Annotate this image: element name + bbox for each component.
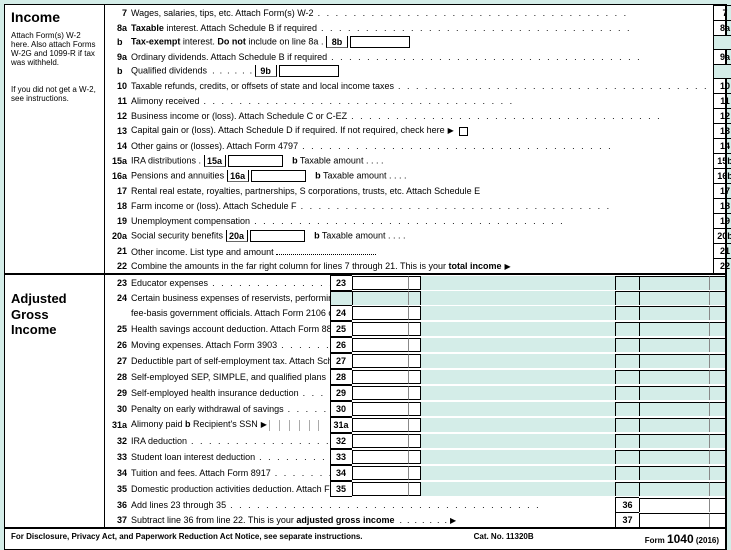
line-32-amount[interactable] xyxy=(352,434,408,448)
line-7-desc: Wages, salaries, tips, etc. Attach Form(… xyxy=(131,8,713,18)
line-31a: 31a Alimony paid b Recipient's SSN 31a xyxy=(105,417,725,433)
line-18: 18 Farm income or (loss). Attach Schedul… xyxy=(105,198,731,213)
line-30: 30 Penalty on early withdrawal of saving… xyxy=(105,401,725,417)
income-left-column: Income Attach Form(s) W-2 here. Also att… xyxy=(5,5,105,273)
agi-lines: 23 Educator expenses 23 24 Certain busin… xyxy=(105,275,725,527)
line-13-checkbox[interactable] xyxy=(459,127,468,136)
sidenote-w2: Attach Form(s) W-2 here. Also attach For… xyxy=(11,31,98,67)
line-15a-amount[interactable] xyxy=(228,155,283,167)
arrow-icon xyxy=(445,125,454,135)
form-1040-excerpt: Income Attach Form(s) W-2 here. Also att… xyxy=(4,4,727,550)
line-22: 22 Combine the amounts in the far right … xyxy=(105,258,731,273)
line-25-amount[interactable] xyxy=(352,322,408,336)
line-8b-amount[interactable] xyxy=(350,36,410,48)
line-33: 33 Student loan interest deduction 33 xyxy=(105,449,725,465)
line-13: 13 Capital gain or (loss). Attach Schedu… xyxy=(105,123,731,138)
line-27-amount[interactable] xyxy=(352,354,408,368)
disclosure-text: For Disclosure, Privacy Act, and Paperwo… xyxy=(11,532,363,546)
line-24-amount[interactable] xyxy=(352,306,408,320)
line-28-amount[interactable] xyxy=(352,370,408,384)
line-20a: 20a Social security benefits 20a b Taxab… xyxy=(105,228,731,243)
line-27: 27 Deductible part of self-employment ta… xyxy=(105,353,725,369)
line-37-amount[interactable] xyxy=(639,513,709,527)
form-number: Form 1040 (2016) xyxy=(645,532,719,546)
line-17: 17 Rental real estate, royalties, partne… xyxy=(105,183,731,198)
line-30-amount[interactable] xyxy=(352,402,408,416)
agi-left-column: Adjusted Gross Income xyxy=(5,275,105,527)
line-21: 21 Other income. List type and amount 21 xyxy=(105,243,731,258)
line-8a: 8a Taxable interest. Attach Schedule B i… xyxy=(105,20,731,35)
line-21-type-input[interactable] xyxy=(276,245,376,255)
line-8a-desc: Taxable interest. Attach Schedule B if r… xyxy=(131,23,713,33)
line-33-amount[interactable] xyxy=(352,450,408,464)
agi-section: Adjusted Gross Income 23 Educator expens… xyxy=(5,275,725,529)
line-9b-amount[interactable] xyxy=(279,65,339,77)
line-37: 37 Subtract line 36 from line 22. This i… xyxy=(105,512,725,527)
line-15a: 15a IRA distributions . 15a b Taxable am… xyxy=(105,153,731,168)
income-lines: 7 Wages, salaries, tips, etc. Attach For… xyxy=(105,5,731,273)
line-34: 34 Tuition and fees. Attach Form 8917 34 xyxy=(105,465,725,481)
line-29: 29 Self-employed health insurance deduct… xyxy=(105,385,725,401)
line-10: 10 Taxable refunds, credits, or offsets … xyxy=(105,78,731,93)
line-11: 11 Alimony received 11 xyxy=(105,93,731,108)
line-16a: 16a Pensions and annuities 16a b Taxable… xyxy=(105,168,731,183)
line-24-b: fee-basis government officials. Attach F… xyxy=(105,305,725,321)
income-section: Income Attach Form(s) W-2 here. Also att… xyxy=(5,5,725,275)
line-36: 36 Add lines 23 through 35 36 xyxy=(105,497,725,512)
line-36-amount[interactable] xyxy=(639,498,709,512)
line-31a-amount[interactable] xyxy=(352,418,408,432)
cat-number: Cat. No. 11320B xyxy=(474,532,534,546)
form-footer: For Disclosure, Privacy Act, and Paperwo… xyxy=(5,529,725,549)
line-14: 14 Other gains or (losses). Attach Form … xyxy=(105,138,731,153)
arrow-icon xyxy=(447,515,456,525)
sidenote-no-w2: If you did not get a W-2, see instructio… xyxy=(11,85,98,103)
line-24-a: 24 Certain business expenses of reservis… xyxy=(105,291,725,305)
line-26: 26 Moving expenses. Attach Form 3903 26 xyxy=(105,337,725,353)
line-7: 7 Wages, salaries, tips, etc. Attach For… xyxy=(105,5,731,20)
line-25: 25 Health savings account deduction. Att… xyxy=(105,321,725,337)
line-28: 28 Self-employed SEP, SIMPLE, and qualif… xyxy=(105,369,725,385)
line-26-amount[interactable] xyxy=(352,338,408,352)
line-8b: b Tax-exempt interest. Do not include on… xyxy=(105,35,731,49)
arrow-icon xyxy=(258,419,267,429)
line-8b-desc: Tax-exempt interest. Do not include on l… xyxy=(131,36,713,48)
line-35: 35 Domestic production activities deduct… xyxy=(105,481,725,497)
line-9a: 9a Ordinary dividends. Attach Schedule B… xyxy=(105,49,731,64)
income-title: Income xyxy=(11,9,98,25)
line-35-amount[interactable] xyxy=(352,482,408,496)
line-20a-amount[interactable] xyxy=(250,230,305,242)
line-29-amount[interactable] xyxy=(352,386,408,400)
line-19: 19 Unemployment compensation 19 xyxy=(105,213,731,228)
line-23-amount[interactable] xyxy=(352,276,408,290)
arrow-icon xyxy=(502,261,511,271)
line-34-amount[interactable] xyxy=(352,466,408,480)
agi-title: Adjusted Gross Income xyxy=(11,291,98,338)
line-23: 23 Educator expenses 23 xyxy=(105,275,725,291)
line-32: 32 IRA deduction 32 xyxy=(105,433,725,449)
line-9b: b Qualified dividends . . . . . . 9b xyxy=(105,64,731,78)
line-16a-amount[interactable] xyxy=(251,170,306,182)
line-12: 12 Business income or (loss). Attach Sch… xyxy=(105,108,731,123)
